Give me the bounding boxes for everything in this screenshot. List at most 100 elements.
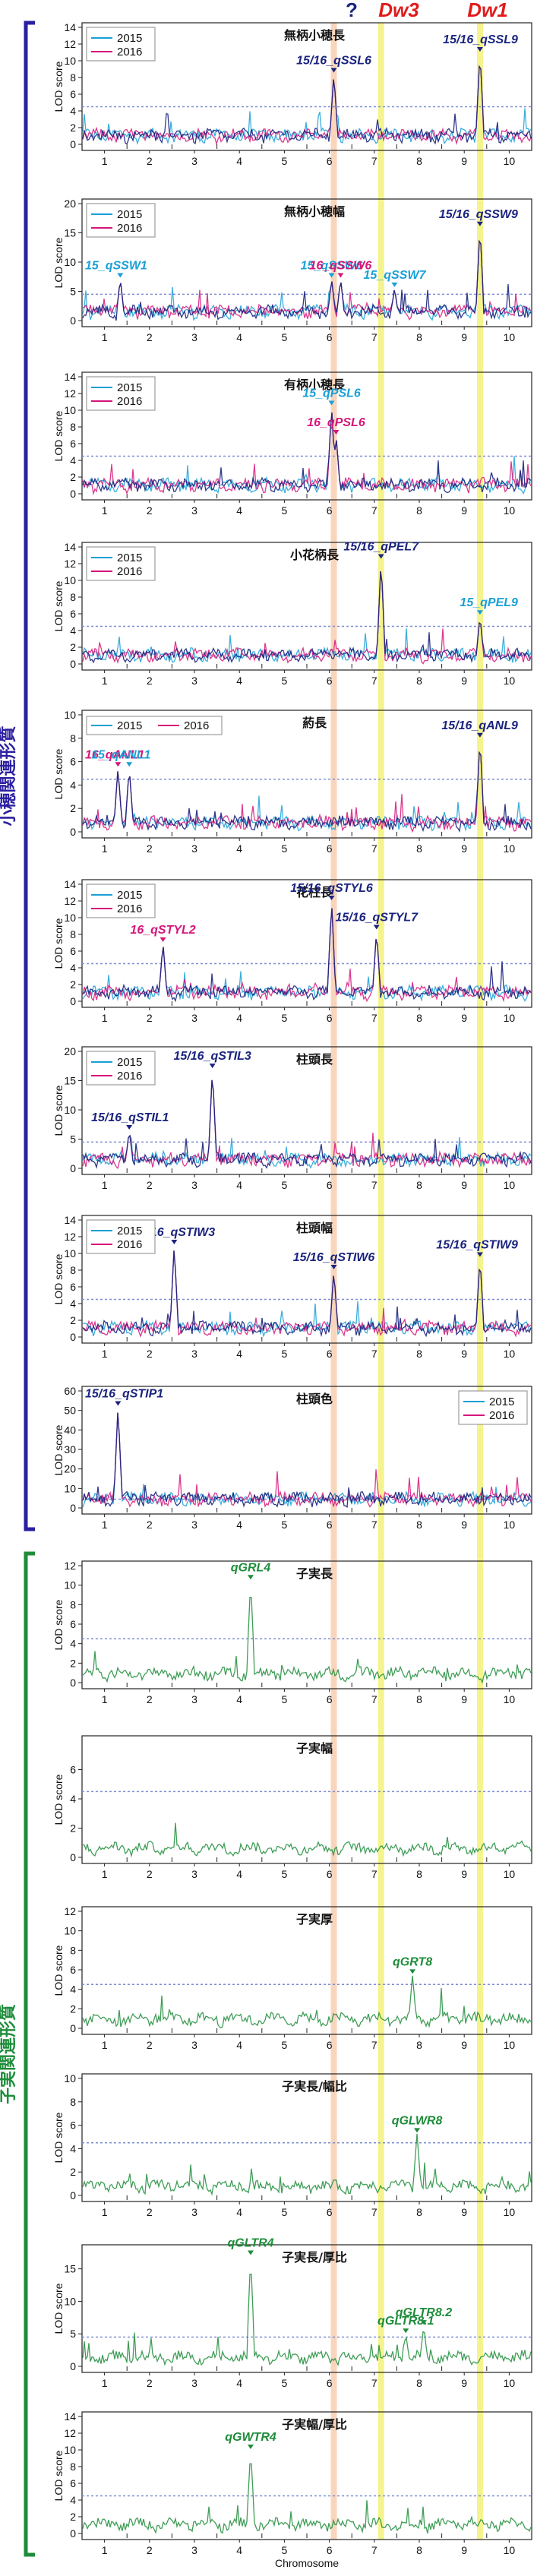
x-tick-label: 7 — [371, 155, 377, 167]
grain-traits-bracket: 子実関連形質 — [0, 1551, 35, 2557]
lod-trace — [82, 1597, 532, 1684]
x-tick-label: 4 — [236, 331, 242, 343]
x-tick-label: 5 — [282, 2039, 288, 2051]
legend-label: 2016 — [117, 902, 142, 915]
x-tick-label: 7 — [371, 2544, 377, 2556]
y-tick-label: 8 — [70, 928, 76, 940]
y-tick-label: 0 — [70, 2022, 76, 2034]
x-tick-label: 7 — [371, 504, 377, 517]
qtl-label: 15/16_qSTIP1 — [85, 1388, 163, 1401]
x-tick-label: 4 — [236, 2206, 242, 2218]
x-tick-label: 9 — [461, 504, 467, 517]
panel-title: 無柄小穂長 — [284, 28, 346, 43]
lod-trace — [82, 908, 532, 1003]
x-tick-label: 2 — [147, 1519, 153, 1531]
x-tick-label: 2 — [147, 1693, 153, 1705]
y-tick-label: 0 — [70, 2189, 76, 2201]
peak-marker — [126, 762, 133, 767]
lod-trace — [82, 412, 532, 494]
legend-label: 2016 — [117, 565, 142, 578]
y-tick-label: 0 — [70, 2527, 76, 2540]
x-tick-label: 9 — [461, 331, 467, 343]
x-tick-label: 4 — [236, 842, 242, 855]
x-tick-label: 8 — [416, 504, 422, 517]
y-tick-label: 10 — [64, 2444, 76, 2456]
panel-title: 子実幅/厚比 — [282, 2417, 347, 2432]
x-tick-label: 9 — [461, 1179, 467, 1191]
lod-trace — [82, 751, 532, 833]
y-axis-label: LOD score — [52, 237, 65, 288]
y-tick-label: 6 — [70, 1281, 76, 1293]
x-tick-label: 5 — [282, 1693, 288, 1705]
y-tick-label: 50 — [64, 1405, 76, 1417]
y-tick-label: 4 — [70, 454, 76, 466]
x-tick-label: 7 — [371, 842, 377, 855]
panel-title: 柱頭長 — [296, 1052, 333, 1067]
y-tick-label: 12 — [64, 2427, 76, 2439]
x-tick-label: 10 — [504, 1179, 516, 1191]
qtl-label: 15/16_qSSL9 — [443, 33, 518, 46]
panel-title: 柱頭色 — [296, 1392, 333, 1406]
x-tick-label: 3 — [191, 1179, 197, 1191]
x-tick-label: 3 — [191, 1693, 197, 1705]
x-tick-label: 6 — [327, 1693, 333, 1705]
panel-title: 柱頭幅 — [296, 1221, 333, 1235]
x-tick-label: 8 — [416, 1179, 422, 1191]
peak-marker — [126, 1124, 133, 1130]
peak-marker — [115, 1401, 122, 1406]
plot-frame — [81, 1215, 532, 1344]
legend-box — [86, 376, 156, 411]
x-tick-label: 1 — [102, 2544, 108, 2556]
x-tick-label: 9 — [461, 2039, 467, 2051]
x-tick-label: 3 — [191, 504, 197, 517]
lod-panel: 0 5 10 15 20 LOD score 1 2 3 4 5 6 7 8 9 10 柱頭長 15/16_qST… — [52, 1045, 532, 1191]
lod-panel: 0 10 20 30 40 50 60 LOD score 1 2 3 4 5 6 7 8 9 10 柱頭色 15/1… — [52, 1385, 532, 1531]
qtl-label: 16_qANL1 — [85, 748, 144, 761]
lod-trace — [82, 2133, 532, 2196]
y-tick-label: 0 — [70, 658, 76, 670]
qtl-label: qGLTR8.2 — [396, 2306, 452, 2319]
legend-label: 2015 — [117, 1056, 142, 1069]
panel-title: 子実厚 — [296, 1912, 333, 1926]
y-tick-label: 6 — [70, 608, 76, 620]
lod-trace — [82, 1822, 532, 1858]
x-tick-label: 3 — [191, 842, 197, 855]
legend-box — [86, 27, 156, 62]
peak-marker — [377, 554, 384, 559]
peak-marker — [209, 1064, 216, 1069]
peak-marker — [115, 762, 122, 767]
y-tick-label: 10 — [64, 709, 76, 721]
x-tick-label: 3 — [191, 2039, 197, 2051]
y-tick-label: 4 — [70, 1638, 76, 1650]
y-tick-label: 40 — [64, 1424, 76, 1436]
legend-label: 2015 — [117, 1225, 142, 1237]
x-tick-label: 3 — [191, 2377, 197, 2389]
y-tick-label: 2 — [70, 2002, 76, 2015]
x-tick-label: 9 — [461, 155, 467, 167]
lod-trace — [82, 65, 532, 146]
panel-title: 子実幅 — [296, 1741, 333, 1756]
x-tick-label: 5 — [282, 1012, 288, 1024]
qtl-label: 15/16_qSTYL7 — [336, 912, 419, 925]
x-tick-label: 2 — [147, 1012, 153, 1024]
x-tick-label: 8 — [416, 331, 422, 343]
qtl-label: 16_qSTYL2 — [130, 924, 195, 937]
x-tick-label: 9 — [461, 675, 467, 687]
x-tick-label: 4 — [236, 1693, 242, 1705]
y-tick-label: 0 — [70, 1162, 76, 1174]
y-tick-label: 4 — [70, 624, 76, 637]
x-tick-label: 4 — [236, 1519, 242, 1531]
legend-label: 2015 — [117, 32, 142, 45]
legend-box — [86, 1051, 156, 1086]
y-tick-label: 2 — [70, 471, 76, 483]
x-tick-label: 8 — [416, 2544, 422, 2556]
